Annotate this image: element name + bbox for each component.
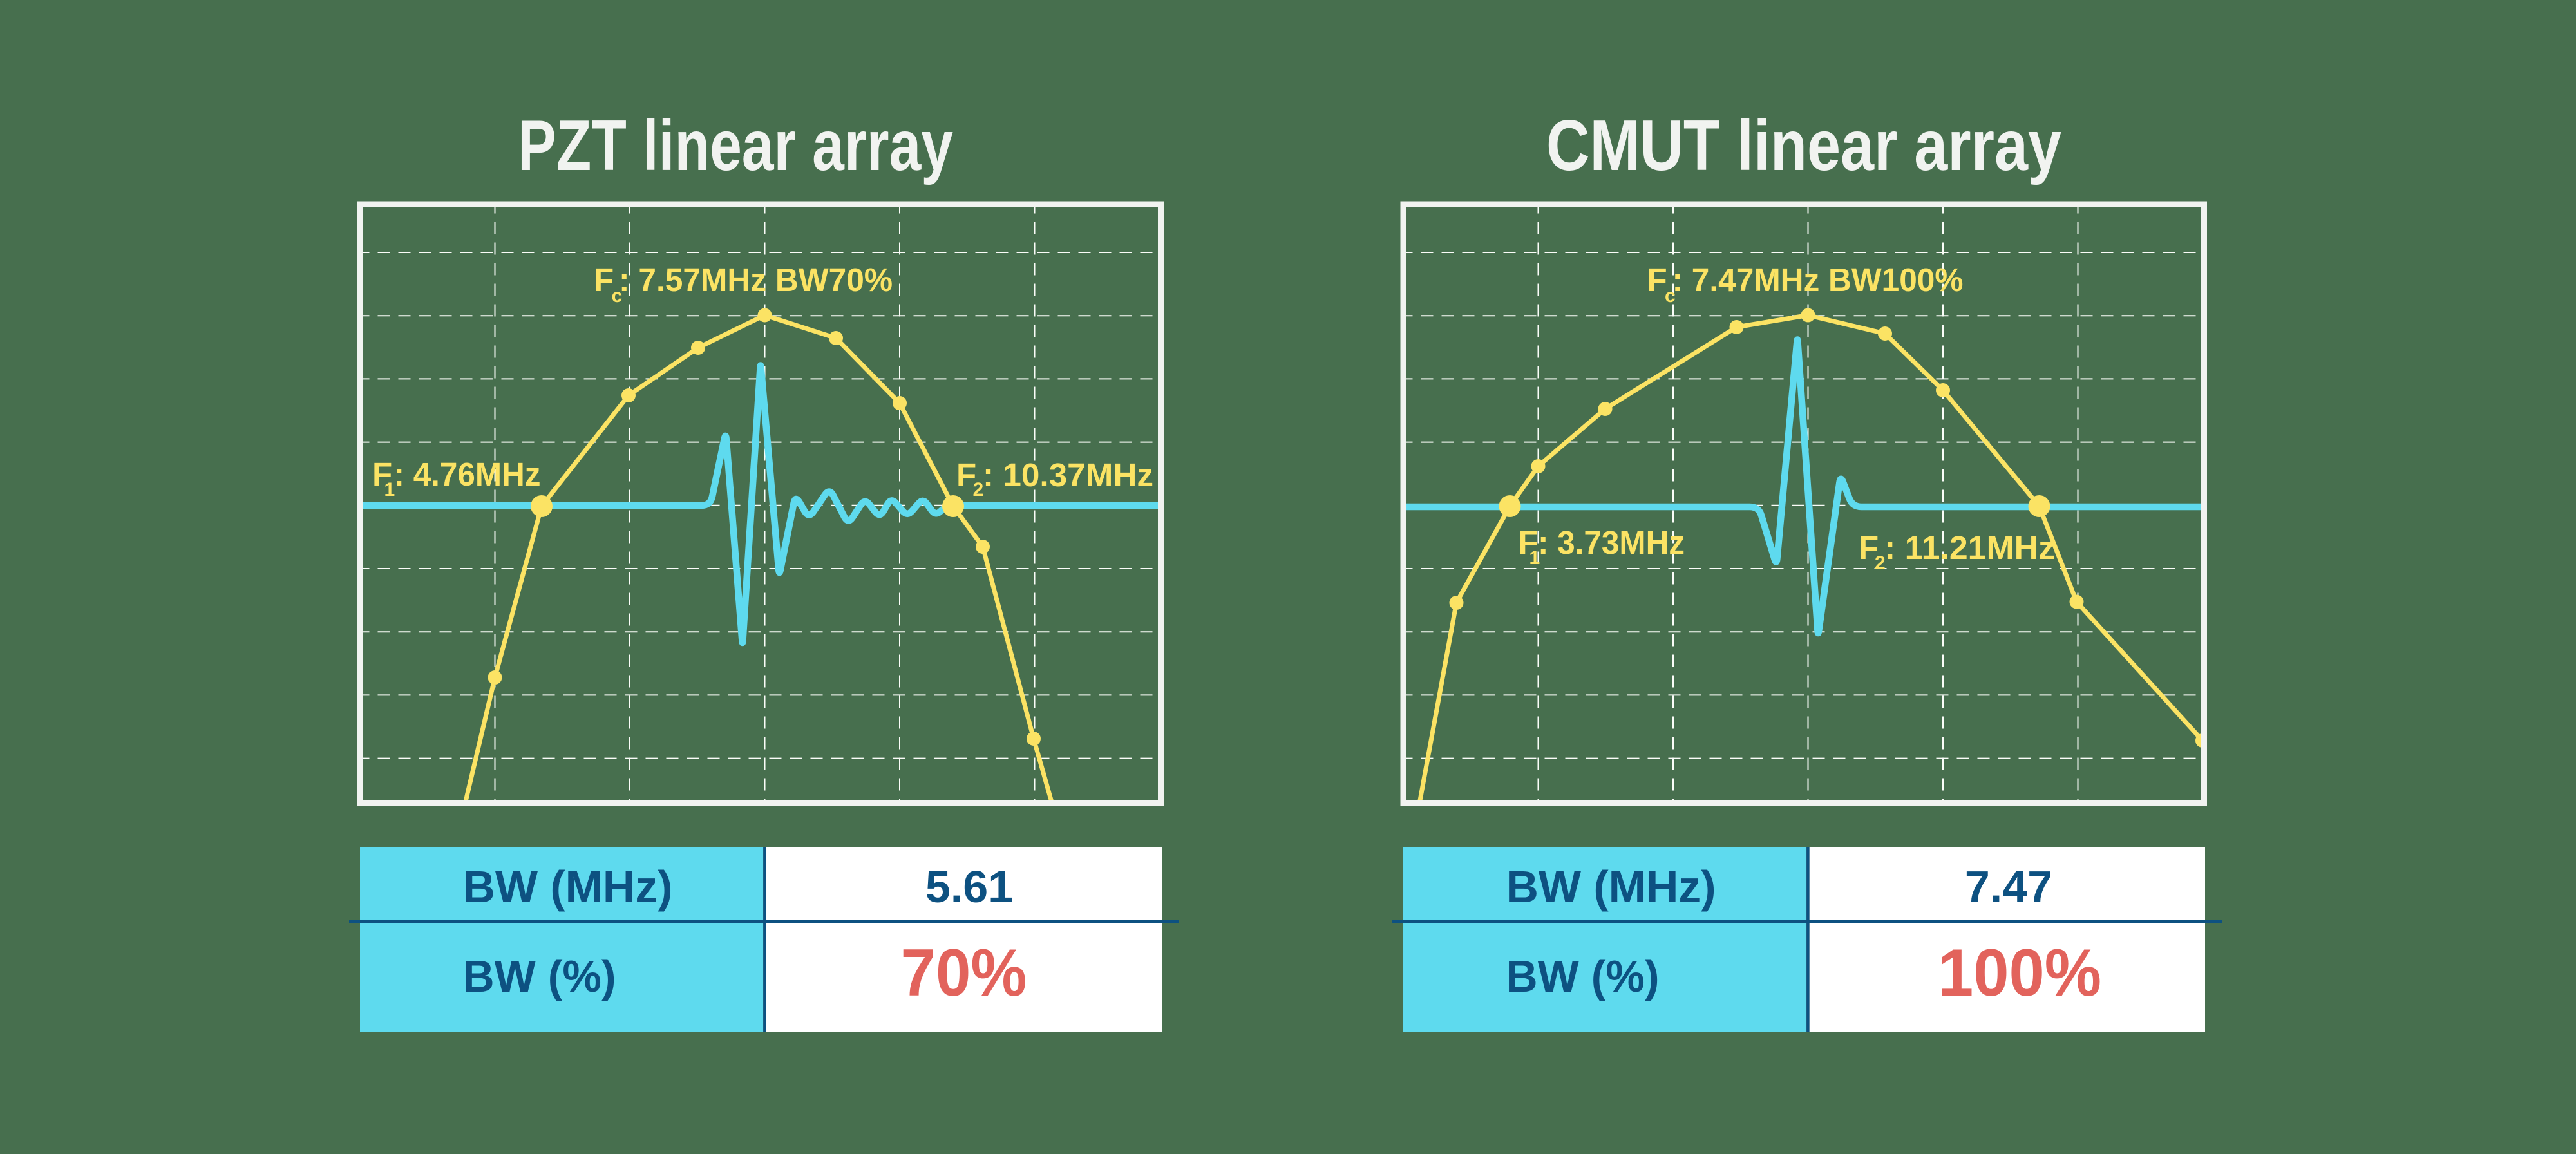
svg-text:F: F [1519, 524, 1539, 561]
svg-text:c: c [612, 285, 623, 307]
svg-text:BW (%): BW (%) [463, 951, 616, 1001]
svg-text:70%: 70% [901, 936, 1027, 1010]
svg-text:: 3.73MHz: : 3.73MHz [1538, 524, 1685, 561]
svg-text:1: 1 [1530, 547, 1540, 569]
svg-text:CMUT linear array: CMUT linear array [1546, 106, 2061, 185]
svg-text:1: 1 [384, 479, 395, 500]
svg-text:BW (%): BW (%) [1506, 951, 1660, 1001]
svg-text:: 11.21MHz: : 11.21MHz [1884, 529, 2055, 566]
svg-text:2: 2 [973, 479, 984, 500]
svg-text:: 4.76MHz: : 4.76MHz [394, 456, 541, 493]
svg-text:BW (MHz): BW (MHz) [1506, 862, 1716, 912]
svg-text:2: 2 [1875, 553, 1886, 574]
svg-text:F: F [1859, 529, 1879, 566]
svg-text:100%: 100% [1938, 936, 2101, 1010]
svg-text:BW (MHz): BW (MHz) [463, 862, 673, 912]
svg-text:c: c [1665, 285, 1676, 307]
svg-text:F: F [1647, 261, 1667, 298]
svg-text:F: F [594, 261, 614, 298]
svg-text:PZT linear array: PZT linear array [518, 106, 953, 185]
svg-text:: 7.47MHz BW100%: : 7.47MHz BW100% [1672, 261, 1964, 298]
svg-text:5.61: 5.61 [925, 862, 1013, 912]
svg-text:: 10.37MHz: : 10.37MHz [983, 457, 1153, 493]
svg-text:7.47: 7.47 [1965, 862, 2052, 912]
svg-text:F: F [372, 456, 392, 493]
svg-text:: 7.57MHz BW70%: : 7.57MHz BW70% [619, 261, 893, 298]
svg-text:F: F [956, 457, 976, 493]
